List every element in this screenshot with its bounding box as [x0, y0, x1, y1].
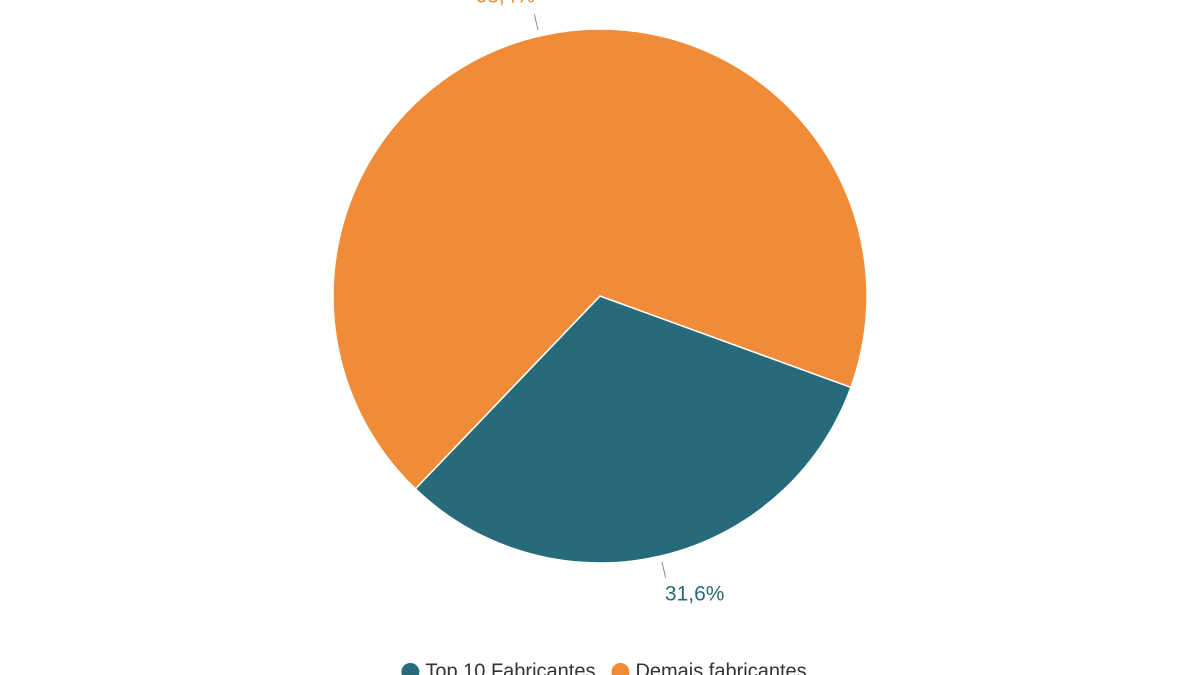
legend-label: Demais fabricantes: [635, 660, 806, 675]
pie-slice: [332, 28, 868, 490]
value-label: 68,4%: [476, 0, 536, 8]
leader-line: [533, 14, 539, 31]
pie-slice: [414, 295, 852, 564]
legend-marker: [611, 663, 630, 675]
leader-line: [661, 561, 667, 578]
value-label: 31,6%: [665, 583, 725, 606]
legend-label: Top 10 Fabricantes: [425, 660, 595, 675]
legend-marker: [401, 663, 420, 675]
